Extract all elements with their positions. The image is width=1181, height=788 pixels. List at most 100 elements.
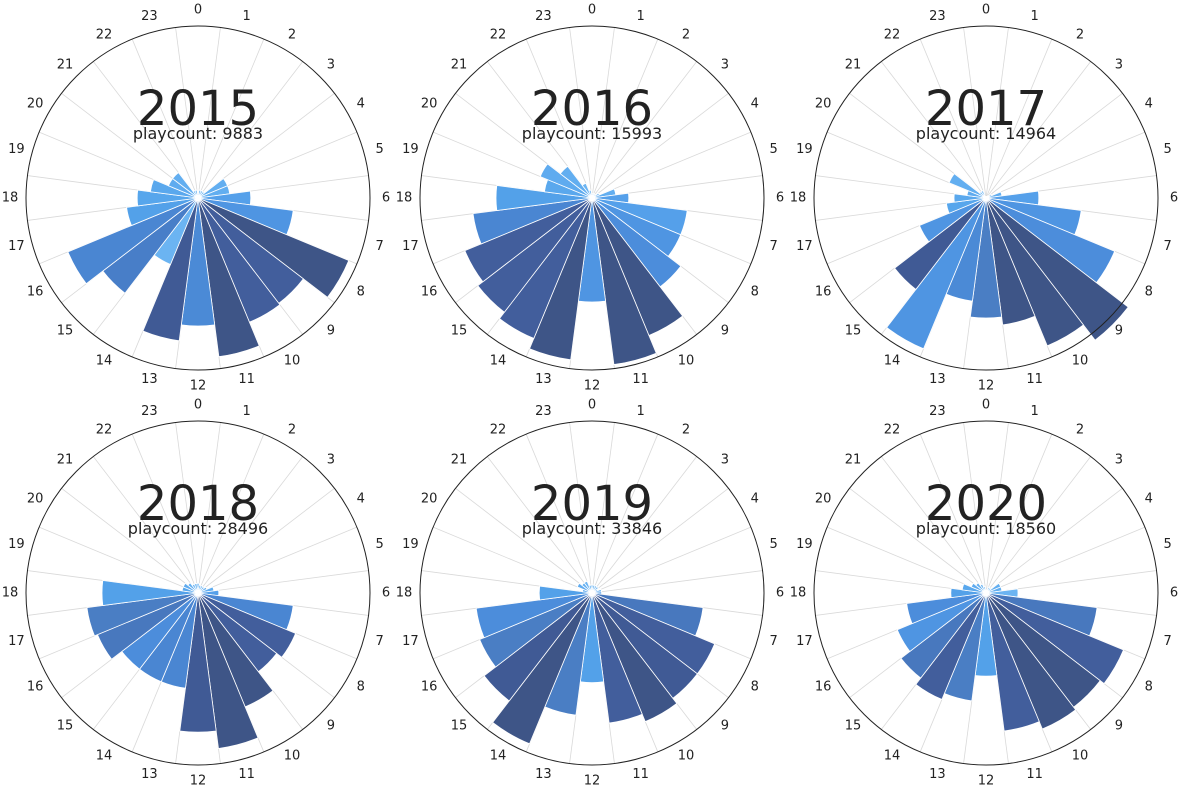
hour-label-5: 5 bbox=[769, 537, 777, 552]
hour-label-18: 18 bbox=[790, 586, 807, 601]
grid-line bbox=[92, 456, 199, 594]
hour-label-20: 20 bbox=[421, 97, 438, 112]
grid-line bbox=[985, 526, 1146, 594]
bar-hour-23 bbox=[193, 583, 199, 594]
hour-label-11: 11 bbox=[632, 372, 649, 387]
hour-label-4: 4 bbox=[357, 492, 365, 507]
hour-label-9: 9 bbox=[1115, 718, 1123, 733]
bar-hour-18 bbox=[538, 585, 593, 601]
hour-label-19: 19 bbox=[402, 142, 419, 157]
polar-chart-2018: 0 123456789101112131415161718192021222320… bbox=[2, 398, 390, 788]
playcount-label: playcount: 28496 bbox=[128, 519, 268, 538]
bar-hour-17 bbox=[475, 592, 593, 639]
bar-hour-23 bbox=[588, 189, 593, 199]
hour-label-8: 8 bbox=[1145, 680, 1153, 695]
bar-hour-20 bbox=[948, 173, 987, 199]
grid-line bbox=[591, 422, 615, 594]
hour-label-2: 2 bbox=[1076, 423, 1084, 438]
hour-label-20: 20 bbox=[27, 492, 44, 507]
hour-label-5: 5 bbox=[1163, 537, 1171, 552]
grid-line bbox=[486, 456, 593, 594]
hour-label-13: 13 bbox=[141, 372, 158, 387]
grid-line bbox=[985, 38, 1053, 199]
bar-hour-14 bbox=[886, 197, 987, 350]
grid-line bbox=[985, 456, 1092, 594]
hour-label-18: 18 bbox=[396, 191, 413, 206]
bar-hour-16 bbox=[896, 592, 987, 653]
bar-hour-17 bbox=[126, 197, 199, 227]
hour-label-1: 1 bbox=[1031, 9, 1039, 24]
hour-label-6: 6 bbox=[1170, 586, 1178, 601]
polar-chart-2016: 0 123456789101112131415161718192021222320… bbox=[396, 3, 784, 394]
bar-hour-14 bbox=[498, 197, 593, 339]
hour-label-1: 1 bbox=[243, 404, 251, 419]
playcount-label: playcount: 14964 bbox=[916, 124, 1056, 143]
bar-hour-18 bbox=[953, 193, 987, 203]
bar-hour-18 bbox=[101, 580, 199, 606]
hour-label-7: 7 bbox=[769, 239, 777, 254]
hour-label-4: 4 bbox=[751, 492, 759, 507]
grid-line bbox=[985, 92, 1123, 199]
hour-label-3: 3 bbox=[721, 453, 729, 468]
hour-label-8: 8 bbox=[751, 680, 759, 695]
hour-label-16: 16 bbox=[815, 680, 832, 695]
chart-title: 2018 bbox=[137, 476, 259, 532]
grid-line bbox=[197, 526, 358, 594]
hour-label-15: 15 bbox=[57, 718, 74, 733]
hour-label-19: 19 bbox=[402, 537, 419, 552]
hour-label-21: 21 bbox=[845, 58, 862, 73]
polar-frame bbox=[419, 25, 765, 371]
grid-line bbox=[197, 27, 221, 199]
bar-hour-8 bbox=[197, 197, 350, 298]
grid-line bbox=[175, 27, 199, 199]
grid-line bbox=[591, 570, 763, 594]
hour-label-14: 14 bbox=[490, 353, 507, 368]
chart-title: 2016 bbox=[531, 81, 653, 137]
hour-label-0: 0 bbox=[982, 398, 990, 413]
bar-hour-18 bbox=[495, 185, 593, 211]
bar-hour-22 bbox=[581, 182, 593, 199]
grid-line bbox=[849, 487, 987, 594]
bar-hour-21 bbox=[975, 582, 987, 594]
hour-label-15: 15 bbox=[57, 323, 74, 338]
hour-label-1: 1 bbox=[637, 404, 645, 419]
bar-hour-11 bbox=[591, 197, 657, 366]
hour-label-5: 5 bbox=[769, 142, 777, 157]
grid-line bbox=[569, 422, 593, 594]
grid-line bbox=[197, 61, 304, 199]
grid-line bbox=[432, 526, 593, 594]
bar-hour-8 bbox=[985, 592, 1124, 685]
bar-hour-21 bbox=[559, 165, 593, 199]
bar-hour-8 bbox=[197, 592, 297, 658]
hour-label-7: 7 bbox=[1163, 239, 1171, 254]
hour-label-0: 0 bbox=[194, 398, 202, 413]
grid-line bbox=[525, 433, 593, 594]
bar-hour-23 bbox=[984, 195, 987, 199]
bar-hour-11 bbox=[197, 197, 260, 358]
hour-label-14: 14 bbox=[96, 748, 113, 763]
hour-label-22: 22 bbox=[490, 423, 507, 438]
grid-line bbox=[591, 27, 615, 199]
bar-hour-18 bbox=[136, 189, 199, 207]
hour-label-3: 3 bbox=[1115, 58, 1123, 73]
grid-line bbox=[131, 38, 199, 199]
hour-label-3: 3 bbox=[327, 453, 335, 468]
hour-label-8: 8 bbox=[357, 285, 365, 300]
bar-hour-10 bbox=[985, 197, 1084, 347]
hour-label-16: 16 bbox=[421, 680, 438, 695]
chart-title: 2019 bbox=[531, 476, 653, 532]
bar-hour-17 bbox=[906, 592, 987, 625]
playcount-label: playcount: 15993 bbox=[522, 124, 662, 143]
hour-label-21: 21 bbox=[57, 58, 74, 73]
grid-line bbox=[131, 433, 199, 594]
bar-hour-15 bbox=[483, 592, 593, 702]
bar-hour-16 bbox=[67, 197, 199, 285]
polar-frame bbox=[25, 420, 371, 766]
hour-label-2: 2 bbox=[682, 423, 690, 438]
grid-line bbox=[591, 38, 659, 199]
hour-label-9: 9 bbox=[721, 718, 729, 733]
bar-hour-11 bbox=[197, 592, 259, 749]
hour-label-12: 12 bbox=[584, 379, 601, 394]
hour-label-21: 21 bbox=[451, 58, 468, 73]
